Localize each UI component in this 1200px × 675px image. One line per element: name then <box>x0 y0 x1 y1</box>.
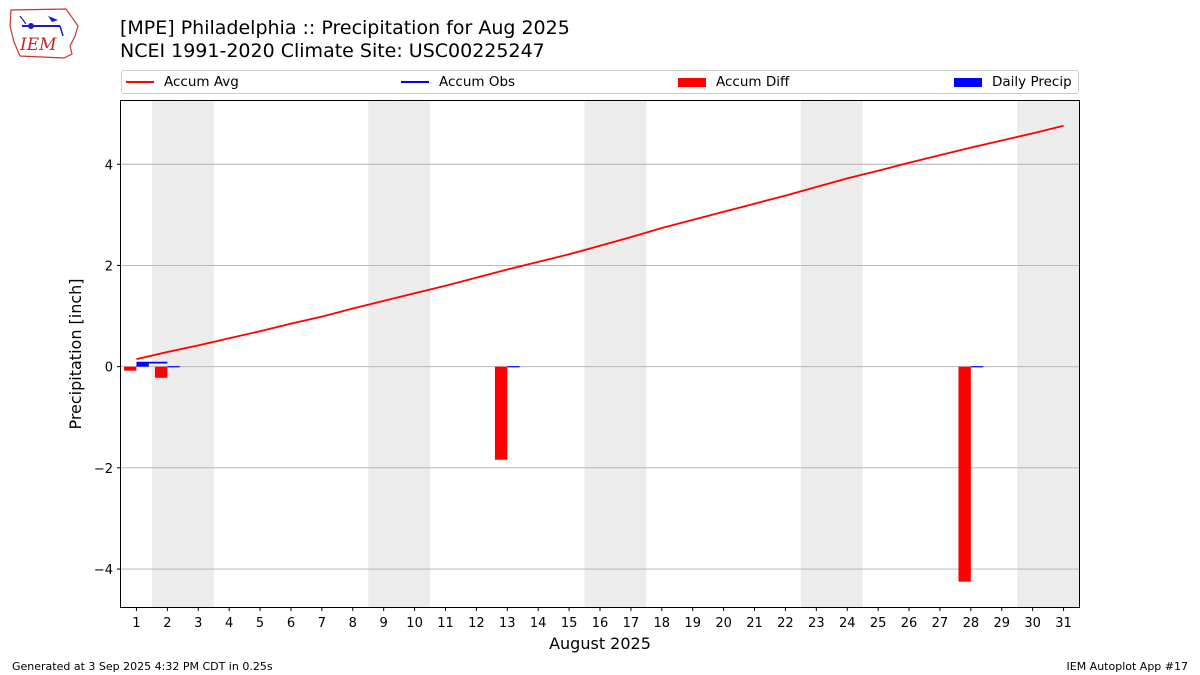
x-tick-label-25: 25 <box>870 616 887 631</box>
legend-label-accum-obs: Accum Obs <box>439 74 516 90</box>
x-tick-label-17: 17 <box>623 616 640 631</box>
y-axis-ticks: −4 −2 0 2 4 <box>94 158 121 578</box>
y-tick-label--4: −4 <box>94 563 113 578</box>
x-axis-label: August 2025 <box>549 634 651 653</box>
x-tick-label-29: 29 <box>993 616 1010 631</box>
x-tick-label-1: 1 <box>132 616 140 631</box>
x-tick-label-21: 21 <box>746 616 763 631</box>
x-tick-label-8: 8 <box>349 616 357 631</box>
accum-diff-bar-1 <box>124 366 137 371</box>
y-axis-label: Precipitation [inch] <box>66 278 85 429</box>
accum-avg-line <box>136 124 1064 360</box>
weekend-band-16 <box>584 101 616 607</box>
weekend-band-24 <box>831 101 863 607</box>
x-tick-label-12: 12 <box>468 616 485 631</box>
x-tick-label-22: 22 <box>777 616 794 631</box>
x-tick-label-10: 10 <box>406 616 423 631</box>
accum-diff-bar-2 <box>154 366 168 378</box>
x-tick-label-3: 3 <box>194 616 202 631</box>
y-tick-label-4: 4 <box>105 158 113 173</box>
legend-swatch-accum-avg <box>126 81 154 83</box>
y-tick-label-0: 0 <box>105 361 113 376</box>
x-tick-label-4: 4 <box>225 616 233 631</box>
daily-precip-bar-28 <box>970 366 984 368</box>
chart-title: [MPE] Philadelphia :: Precipitation for … <box>120 17 570 39</box>
x-tick-label-18: 18 <box>654 616 671 631</box>
logo-text: IEM <box>19 35 57 55</box>
x-tick-label-24: 24 <box>839 616 856 631</box>
legend-item-accum-obs: Accum Obs <box>401 71 515 93</box>
x-tick-label-11: 11 <box>437 616 454 631</box>
x-tick-label-7: 7 <box>318 616 326 631</box>
footer-app-text: IEM Autoplot App #17 <box>1066 660 1189 673</box>
y-tick-label-2: 2 <box>105 259 113 274</box>
x-tick-label-30: 30 <box>1024 616 1041 631</box>
daily-precip-bars <box>136 362 984 368</box>
footer-generated-text: Generated at 3 Sep 2025 4:32 PM CDT in 0… <box>12 660 273 673</box>
y-gridlines <box>121 163 1079 570</box>
x-tick-label-15: 15 <box>561 616 578 631</box>
weekend-band-23 <box>800 101 832 607</box>
x-tick-label-31: 31 <box>1055 616 1072 631</box>
legend-label-accum-diff: Accum Diff <box>716 74 790 90</box>
x-tick-label-23: 23 <box>808 616 825 631</box>
daily-precip-bar-2 <box>167 366 180 368</box>
x-tick-label-14: 14 <box>530 616 547 631</box>
weekend-band-17 <box>615 101 647 607</box>
series-lines <box>136 124 1064 364</box>
accum-diff-bars <box>124 366 971 582</box>
legend-item-accum-diff: Accum Diff <box>678 71 789 93</box>
weekend-band-30 <box>1017 101 1049 607</box>
accum-diff-bar-13 <box>494 366 508 460</box>
x-tick-label-9: 9 <box>380 616 388 631</box>
x-tick-label-6: 6 <box>287 616 295 631</box>
legend-swatch-accum-obs <box>401 81 429 83</box>
weekend-band-10 <box>399 101 431 607</box>
x-tick-label-27: 27 <box>932 616 949 631</box>
legend-swatch-daily-precip <box>954 77 982 87</box>
legend-label-accum-avg: Accum Avg <box>164 74 239 90</box>
daily-precip-bar-1 <box>136 362 149 367</box>
x-tick-label-2: 2 <box>163 616 171 631</box>
legend-label-daily-precip: Daily Precip <box>992 74 1072 90</box>
x-tick-label-26: 26 <box>901 616 918 631</box>
x-tick-label-20: 20 <box>715 616 732 631</box>
weekend-band-9 <box>368 101 400 607</box>
chart-subtitle: NCEI 1991-2020 Climate Site: USC00225247 <box>120 40 545 62</box>
legend-swatch-accum-diff <box>678 77 706 87</box>
daily-precip-bar-13 <box>507 366 520 368</box>
accum-diff-bar-28 <box>958 366 971 582</box>
legend-item-accum-avg: Accum Avg <box>126 71 239 93</box>
x-tick-label-5: 5 <box>256 616 264 631</box>
x-tick-label-19: 19 <box>684 616 701 631</box>
x-tick-label-13: 13 <box>499 616 516 631</box>
weekend-band-3 <box>182 101 214 607</box>
x-tick-label-28: 28 <box>963 616 980 631</box>
legend: Accum Avg Accum Obs Accum Diff Daily Pre… <box>121 70 1079 94</box>
y-tick-label--2: −2 <box>94 462 113 477</box>
legend-item-daily-precip: Daily Precip <box>954 71 1072 93</box>
weekend-shading <box>151 101 1079 607</box>
x-axis-ticks: 1 2 3 4 5 6 7 8 9 10 11 12 13 14 15 16 17 18 19 20 21 22 23 24 2… <box>132 607 1072 631</box>
x-tick-label-16: 16 <box>592 616 609 631</box>
iem-logo: IEM <box>8 6 80 60</box>
weekend-band-31 <box>1048 101 1079 607</box>
